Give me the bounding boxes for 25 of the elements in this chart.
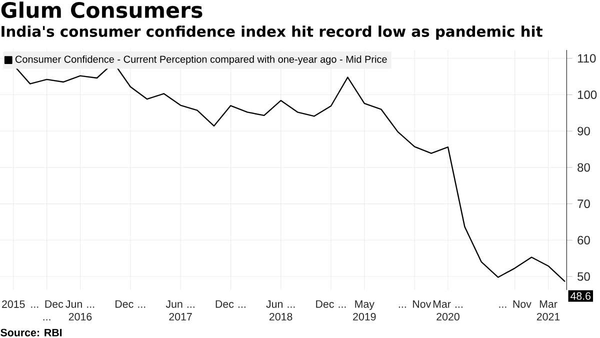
y-tick-label: 90 (578, 126, 590, 136)
x-tick-label: Jun ... 2018 (266, 300, 295, 320)
x-tick-label: 2015 (2, 300, 25, 308)
x-tick-label: Dec ... (216, 300, 246, 308)
x-tick-label: Mar 2021 (536, 300, 560, 320)
y-tick-label: 80 (578, 163, 590, 172)
y-tick-label: 50 (578, 272, 590, 281)
text: 48.6 (570, 292, 591, 300)
x-tick-label: Jun ... 2017 (166, 300, 194, 320)
y-tick-label: 60 (578, 236, 590, 244)
chart-subtitle: India's consumer confidence index hit record low as pandemic hit (2, 26, 542, 40)
chart-title: Glum Consumers (1, 2, 202, 18)
y-tick-label: 110 (578, 54, 596, 63)
legend-label: Consumer Confidence - Current Perception compared with one-year ago - Mid Price (15, 55, 387, 65)
x-tick-label: ... Nov (499, 300, 532, 308)
x-tick-label: ... Nov (398, 300, 432, 308)
x-tick-label: ... Dec ... (31, 300, 64, 320)
x-tick-label: Dec ... (316, 300, 346, 308)
y-tick-label: 70 (578, 200, 590, 208)
x-tick-label: Jun ... 2016 (66, 300, 94, 320)
y-tick-label: 100 (578, 90, 597, 99)
x-tick-label: May 2019 (353, 300, 376, 320)
source-note: Source: RBI (0, 328, 62, 336)
x-tick-label: Dec ... (116, 300, 146, 308)
x-tick-label: Mar ... 2020 (433, 300, 462, 320)
